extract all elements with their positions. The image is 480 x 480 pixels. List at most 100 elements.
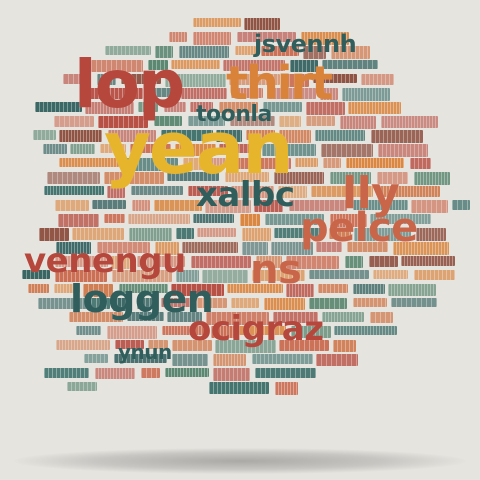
filler-word-block xyxy=(154,116,182,126)
filler-word-block xyxy=(56,340,110,350)
filler-word-block xyxy=(274,172,324,184)
filler-word-block xyxy=(176,270,199,282)
filler-word-block xyxy=(452,200,470,210)
filler-word-block xyxy=(59,158,119,167)
filler-word-block xyxy=(377,172,408,184)
filler-word-block xyxy=(215,340,276,353)
filler-word-block xyxy=(38,298,88,309)
filler-word-block xyxy=(108,130,156,142)
filler-word-block xyxy=(28,284,49,293)
filler-word-block xyxy=(209,382,269,394)
filler-word-block xyxy=(100,144,126,153)
filler-word-block xyxy=(321,144,373,157)
filler-word-block xyxy=(85,102,134,114)
filler-word-block xyxy=(172,354,208,366)
filler-word-block xyxy=(353,284,385,294)
filler-word-block xyxy=(83,284,113,297)
filler-word-block xyxy=(161,298,193,307)
filler-word-block xyxy=(171,60,220,69)
filler-word-block xyxy=(172,340,212,351)
filler-word-block xyxy=(113,298,131,311)
filler-word-block xyxy=(303,46,326,59)
word-loggen: loggen xyxy=(70,277,214,321)
filler-word-block xyxy=(193,18,241,27)
filler-word-block xyxy=(63,74,91,84)
filler-word-block xyxy=(262,144,316,156)
filler-word-block xyxy=(167,172,219,181)
filler-word-block xyxy=(361,74,394,85)
filler-word-block xyxy=(401,256,455,266)
filler-word-block xyxy=(231,88,263,98)
filler-word-block xyxy=(55,256,108,267)
filler-word-block xyxy=(291,326,331,338)
filler-word-block xyxy=(223,60,285,71)
filler-word-block xyxy=(115,340,144,349)
filler-word-block xyxy=(179,46,229,58)
filler-word-block xyxy=(333,340,356,352)
filler-word-block xyxy=(137,256,185,267)
filler-word-block xyxy=(97,74,116,85)
filler-word-block xyxy=(315,130,365,141)
filler-word-block xyxy=(322,60,378,69)
filler-word-block xyxy=(340,116,376,129)
bubble-shadow xyxy=(14,448,466,474)
filler-word-block xyxy=(84,354,108,363)
filler-word-block xyxy=(347,242,388,252)
filler-word-block xyxy=(316,354,358,366)
filler-word-block xyxy=(175,144,216,156)
filler-word-block xyxy=(286,284,314,297)
filler-word-block xyxy=(273,312,318,323)
filler-word-block xyxy=(91,60,143,72)
filler-word-block xyxy=(295,158,318,167)
filler-word-block xyxy=(279,340,329,351)
filler-word-block xyxy=(369,256,398,267)
filler-word-block xyxy=(76,326,101,335)
filler-word-block xyxy=(289,200,347,211)
filler-word-block xyxy=(271,242,313,255)
filler-word-block xyxy=(256,256,282,268)
filler-word-block xyxy=(70,144,95,154)
filler-word-block xyxy=(121,74,161,84)
filler-word-block xyxy=(252,270,305,281)
filler-word-block xyxy=(205,200,251,213)
filler-word-block xyxy=(132,200,150,211)
filler-word-block xyxy=(331,46,370,59)
filler-word-block xyxy=(279,116,301,127)
filler-word-block xyxy=(278,186,307,198)
word-thirt: thirt xyxy=(226,56,333,110)
filler-word-block xyxy=(320,88,338,100)
filler-word-block xyxy=(232,158,291,169)
filler-word-block xyxy=(58,214,99,227)
word-pelce: pelce xyxy=(300,205,418,251)
filler-word-block xyxy=(414,172,450,185)
filler-word-block xyxy=(171,284,224,296)
filler-word-block xyxy=(316,242,342,252)
filler-word-block xyxy=(188,116,225,126)
filler-word-block xyxy=(348,102,401,114)
filler-word-block xyxy=(111,256,131,269)
filler-word-block xyxy=(155,46,173,58)
filler-word-block xyxy=(107,326,157,339)
filler-word-block xyxy=(265,214,324,225)
filler-word-block xyxy=(416,228,446,241)
filler-word-block xyxy=(210,158,228,168)
filler-word-block xyxy=(119,284,168,293)
filler-word-block xyxy=(47,172,100,184)
filler-word-block xyxy=(237,32,296,42)
filler-word-block xyxy=(354,228,411,241)
filler-word-block xyxy=(97,242,150,253)
filler-word-block xyxy=(313,74,357,83)
filler-word-block xyxy=(197,228,236,237)
filler-word-block xyxy=(213,368,250,381)
word-lly: lly xyxy=(342,168,400,219)
filler-word-block xyxy=(128,214,190,224)
filler-word-block xyxy=(393,242,449,255)
filler-word-block xyxy=(235,46,256,55)
filler-word-block xyxy=(353,298,387,307)
filler-word-block xyxy=(330,214,367,227)
filler-word-block xyxy=(169,32,187,42)
filler-word-block xyxy=(264,298,305,310)
filler-word-block xyxy=(137,298,155,309)
